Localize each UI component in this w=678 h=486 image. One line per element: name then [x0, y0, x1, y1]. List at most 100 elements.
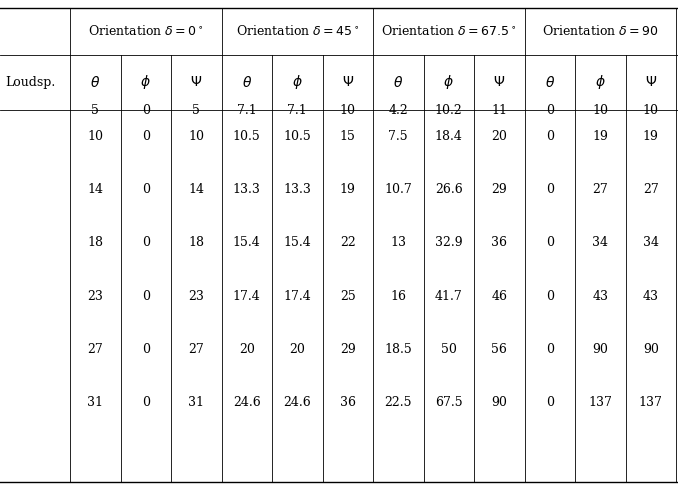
- Text: 34: 34: [593, 236, 608, 249]
- Text: 10: 10: [340, 104, 356, 117]
- Text: 23: 23: [87, 290, 103, 302]
- Text: 0: 0: [142, 130, 150, 143]
- Text: 7.1: 7.1: [287, 104, 307, 117]
- Text: 18.5: 18.5: [384, 343, 412, 356]
- Text: 11: 11: [492, 104, 507, 117]
- Text: 27: 27: [593, 183, 608, 196]
- Text: 0: 0: [546, 130, 554, 143]
- Text: 27: 27: [188, 343, 204, 356]
- Text: $\phi$: $\phi$: [443, 73, 454, 91]
- Text: 22: 22: [340, 236, 356, 249]
- Text: 90: 90: [643, 343, 659, 356]
- Text: 18: 18: [87, 236, 103, 249]
- Text: 0: 0: [142, 236, 150, 249]
- Text: 34: 34: [643, 236, 659, 249]
- Text: 19: 19: [340, 183, 356, 196]
- Text: 10.7: 10.7: [384, 183, 412, 196]
- Text: 36: 36: [340, 396, 356, 409]
- Text: $\theta$: $\theta$: [544, 75, 555, 90]
- Text: 29: 29: [492, 183, 507, 196]
- Text: 5: 5: [193, 104, 200, 117]
- Text: 50: 50: [441, 343, 457, 356]
- Text: 137: 137: [589, 396, 612, 409]
- Text: 10.5: 10.5: [283, 130, 311, 143]
- Text: 0: 0: [546, 104, 554, 117]
- Text: 0: 0: [546, 236, 554, 249]
- Text: 31: 31: [87, 396, 103, 409]
- Text: 10: 10: [593, 104, 608, 117]
- Text: 20: 20: [290, 343, 305, 356]
- Text: $\Psi$: $\Psi$: [342, 75, 354, 89]
- Text: 13.3: 13.3: [283, 183, 311, 196]
- Text: $\phi$: $\phi$: [595, 73, 605, 91]
- Text: 10: 10: [87, 130, 103, 143]
- Text: 13: 13: [391, 236, 406, 249]
- Text: Orientation $\delta = 0^\circ$: Orientation $\delta = 0^\circ$: [88, 24, 203, 38]
- Text: 43: 43: [593, 290, 608, 302]
- Text: 67.5: 67.5: [435, 396, 462, 409]
- Text: 15.4: 15.4: [233, 236, 260, 249]
- Text: 10: 10: [188, 130, 204, 143]
- Text: 13.3: 13.3: [233, 183, 260, 196]
- Text: 16: 16: [391, 290, 406, 302]
- Text: 56: 56: [492, 343, 507, 356]
- Text: 43: 43: [643, 290, 659, 302]
- Text: 0: 0: [142, 343, 150, 356]
- Text: 19: 19: [643, 130, 659, 143]
- Text: $\Psi$: $\Psi$: [493, 75, 505, 89]
- Text: 46: 46: [492, 290, 507, 302]
- Text: $\theta$: $\theta$: [90, 75, 100, 90]
- Text: 25: 25: [340, 290, 356, 302]
- Text: 4.2: 4.2: [388, 104, 408, 117]
- Text: Loudsp.: Loudsp.: [5, 76, 55, 89]
- Text: $\phi$: $\phi$: [292, 73, 302, 91]
- Text: 0: 0: [142, 104, 150, 117]
- Text: 29: 29: [340, 343, 356, 356]
- Text: 15.4: 15.4: [283, 236, 311, 249]
- Text: 15: 15: [340, 130, 356, 143]
- Text: 23: 23: [188, 290, 204, 302]
- Text: 0: 0: [546, 290, 554, 302]
- Text: 0: 0: [142, 290, 150, 302]
- Text: 7.1: 7.1: [237, 104, 257, 117]
- Text: $\Psi$: $\Psi$: [191, 75, 202, 89]
- Text: 0: 0: [546, 183, 554, 196]
- Text: 18: 18: [188, 236, 204, 249]
- Text: 90: 90: [593, 343, 608, 356]
- Text: 20: 20: [239, 343, 255, 356]
- Text: 0: 0: [142, 183, 150, 196]
- Text: 0: 0: [546, 396, 554, 409]
- Text: 137: 137: [639, 396, 662, 409]
- Text: Orientation $\delta = 67.5^\circ$: Orientation $\delta = 67.5^\circ$: [381, 24, 517, 38]
- Text: $\theta$: $\theta$: [241, 75, 252, 90]
- Text: 17.4: 17.4: [283, 290, 311, 302]
- Text: 41.7: 41.7: [435, 290, 462, 302]
- Text: 14: 14: [188, 183, 204, 196]
- Text: 90: 90: [492, 396, 507, 409]
- Text: 10.5: 10.5: [233, 130, 260, 143]
- Text: 31: 31: [188, 396, 204, 409]
- Text: $\Psi$: $\Psi$: [645, 75, 657, 89]
- Text: 17.4: 17.4: [233, 290, 260, 302]
- Text: 20: 20: [492, 130, 507, 143]
- Text: 10.2: 10.2: [435, 104, 462, 117]
- Text: 18.4: 18.4: [435, 130, 462, 143]
- Text: 27: 27: [643, 183, 658, 196]
- Text: 10: 10: [643, 104, 659, 117]
- Text: 24.6: 24.6: [233, 396, 260, 409]
- Text: 26.6: 26.6: [435, 183, 462, 196]
- Text: 5: 5: [92, 104, 99, 117]
- Text: 32.9: 32.9: [435, 236, 462, 249]
- Text: 24.6: 24.6: [283, 396, 311, 409]
- Text: 7.5: 7.5: [388, 130, 408, 143]
- Text: 36: 36: [492, 236, 507, 249]
- Text: 19: 19: [593, 130, 608, 143]
- Text: 14: 14: [87, 183, 103, 196]
- Text: 22.5: 22.5: [384, 396, 412, 409]
- Text: 0: 0: [546, 343, 554, 356]
- Text: Orientation $\delta = 45^\circ$: Orientation $\delta = 45^\circ$: [235, 24, 359, 38]
- Text: Orientation $\delta = 90$: Orientation $\delta = 90$: [542, 24, 658, 38]
- Text: $\theta$: $\theta$: [393, 75, 403, 90]
- Text: 27: 27: [87, 343, 103, 356]
- Text: $\phi$: $\phi$: [140, 73, 151, 91]
